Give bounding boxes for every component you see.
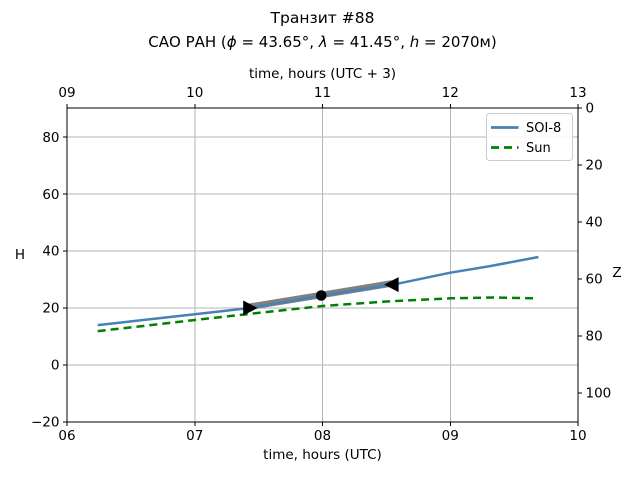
legend-label-soi-8: SOI-8 <box>526 121 561 136</box>
legend: SOI-8 Sun <box>486 113 573 161</box>
tick-layer: 06 07 08 09 10 09 10 11 12 13 80 60 40 20 0 −20 0 20 40 60 8… <box>31 85 611 444</box>
transit-end-marker <box>384 277 399 293</box>
x-tick-label-bottom: 08 <box>314 428 331 444</box>
x-tick-label-top: 13 <box>569 85 586 101</box>
legend-label-sun: Sun <box>526 141 551 156</box>
y-tick-label-right: 60 <box>586 272 603 288</box>
y-tick-label-right: 20 <box>586 158 603 174</box>
chart-subtitle: САО РАН (ϕ = 43.65°, λ = 41.45°, h = 207… <box>148 33 496 51</box>
series-line-soi-8 <box>97 255 539 327</box>
transit-midpoint-marker <box>315 290 327 301</box>
x-axis-label-bottom: time, hours (UTC) <box>263 447 382 463</box>
x-tick-label-bottom: 07 <box>186 428 203 444</box>
y-tick-label-left: 80 <box>42 130 59 146</box>
y-tick-label-left: 40 <box>42 244 59 260</box>
x-tick-label-top: 09 <box>58 85 75 101</box>
y-tick-label-left: −20 <box>31 415 60 431</box>
x-tick-label-top: 10 <box>186 85 203 101</box>
y-axis-label-left: H <box>15 247 25 263</box>
y-tick-label-left: 20 <box>42 301 59 317</box>
marker-layer <box>243 277 399 316</box>
x-tick-label-bottom: 06 <box>58 428 75 444</box>
grid-lines <box>67 108 578 422</box>
x-tick-label-bottom: 09 <box>442 428 459 444</box>
y-tick-label-right: 0 <box>586 101 595 117</box>
x-axis-label-top: time, hours (UTC + 3) <box>249 66 396 82</box>
y-tick-label-right: 100 <box>586 386 612 402</box>
x-tick-label-bottom: 10 <box>569 428 586 444</box>
series-line-sun <box>97 296 535 333</box>
y-tick-label-right: 40 <box>586 215 603 231</box>
y-tick-label-left: 0 <box>51 358 60 374</box>
x-tick-label-top: 11 <box>314 85 331 101</box>
y-tick-label-right: 80 <box>586 329 603 345</box>
transit-start-marker <box>243 300 258 316</box>
x-tick-label-top: 12 <box>442 85 459 101</box>
chart-title: Транзит #88 <box>270 9 375 27</box>
y-tick-label-left: 60 <box>42 187 59 203</box>
y-axis-label-right: Z <box>612 265 621 281</box>
